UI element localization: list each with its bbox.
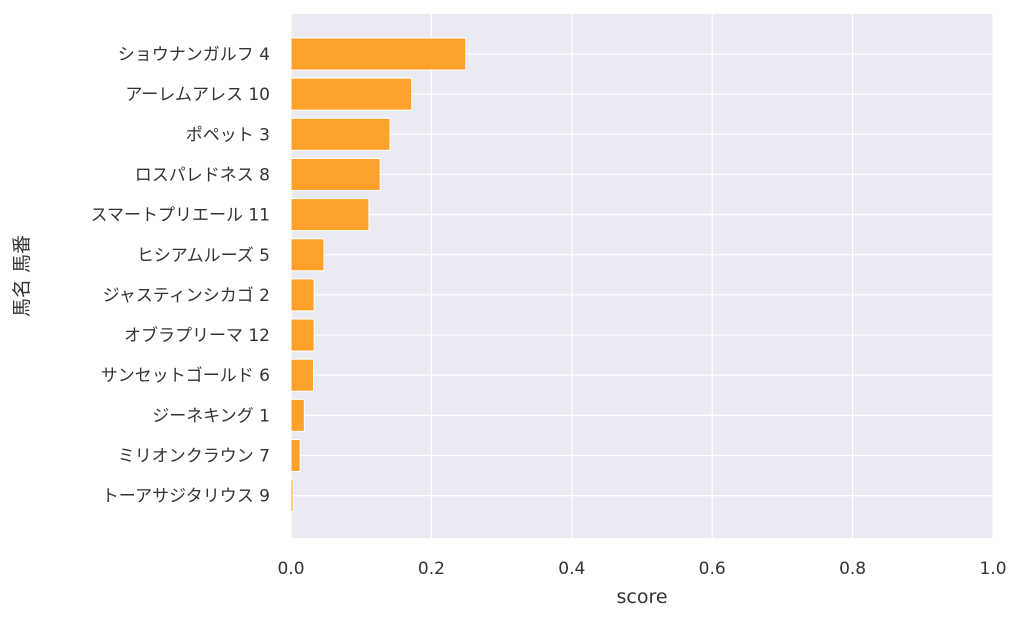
y-tick-label: トーアサジタリウス 9 [102,487,270,507]
y-tick-label: オブラプリーマ 12 [124,325,270,346]
y-tick-label: ポペット 3 [186,125,270,145]
x-tick-label: 1.0 [979,559,1006,579]
y-tick-label: ジーネキング 1 [152,406,270,426]
y-tick-label: ジャスティンシカゴ 2 [103,285,270,306]
bar [290,358,314,392]
x-tick-label: 0.2 [418,559,445,579]
y-tick-label: ロスパレドネス 8 [135,165,270,185]
x-tick-label: 0.6 [699,559,726,579]
bar [290,398,305,432]
y-tick-label: ショウナンガルフ 4 [118,45,270,65]
y-axis-label: 馬名 馬番 [11,235,33,317]
y-tick-label: スマートプリエール 11 [90,206,270,226]
bars [290,37,467,513]
bar [290,238,325,272]
bar [290,479,294,513]
bar [290,278,315,312]
y-tick-label: サンセットゴールド 6 [101,365,270,386]
x-tick-label: 0.4 [558,559,585,579]
bar [290,117,391,151]
bar [290,318,315,352]
x-tick-label: 0.8 [839,559,866,579]
y-tick-label: ミリオンクラウン 7 [118,447,270,467]
x-tick-labels: 0.0 0.2 0.4 0.6 0.8 1.0 [277,559,1006,579]
bar [290,77,413,111]
x-axis-label: score [616,586,667,608]
x-tick-label: 0.0 [277,559,304,579]
y-tick-label: アーレムアレス 10 [125,85,270,105]
bar [290,157,381,191]
bar [290,37,467,71]
bar [290,439,301,472]
bar [290,198,370,232]
y-tick-labels: ショウナンガルフ 4 アーレムアレス 10 ポペット 3 ロスパレドネス 8 スマートプ… [90,45,270,507]
y-tick-label: ヒシアムルーズ 5 [137,246,270,266]
